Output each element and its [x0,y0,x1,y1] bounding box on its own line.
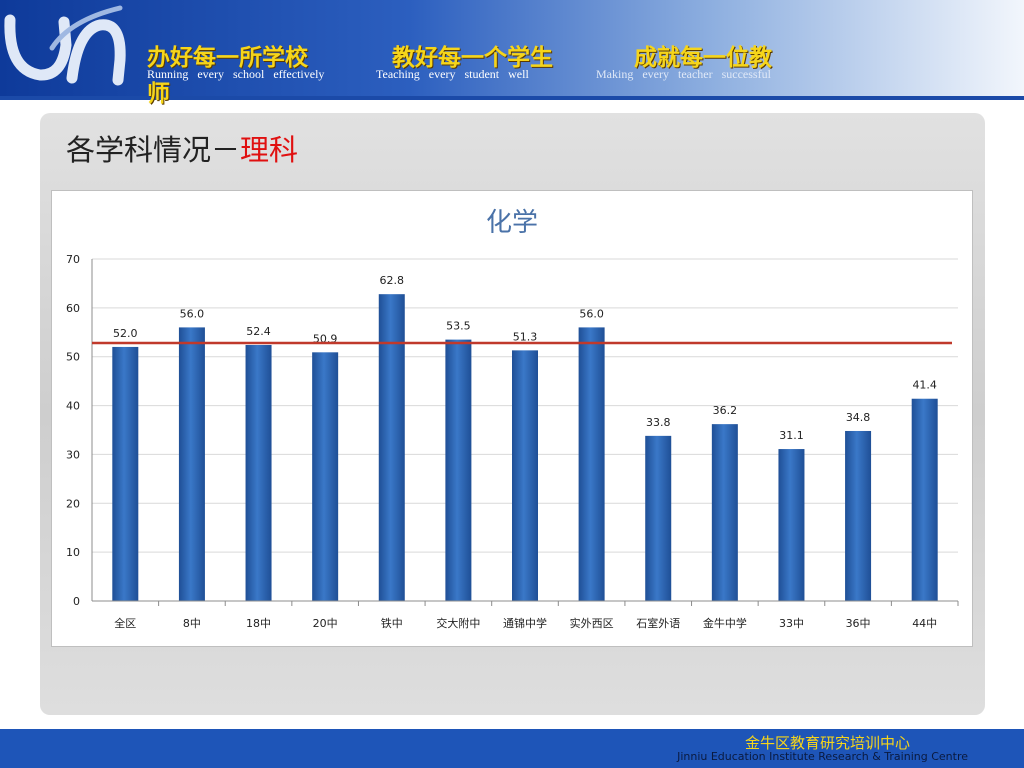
bar [512,350,538,601]
slogan-cn-1: 办好每一所学校 [147,44,308,71]
section-title-prefix: 各学科情况－ [66,133,241,167]
y-tick-label: 50 [66,351,80,364]
bar [778,449,805,601]
bar-chart: 化学 52.056.052.450.962.853.551.356.033.83… [66,208,959,630]
chart-title: 化学 [486,208,538,238]
bar [445,339,472,601]
x-tick-label: 金牛中学 [703,616,747,630]
x-tick-label: 33中 [779,617,804,630]
data-label: 53.5 [446,320,471,333]
y-tick-label: 60 [66,302,80,315]
bar [312,352,339,601]
footer-org-cn: 金牛区教育研究培训中心 [744,734,910,752]
chart-container: 化学 52.0 56.0 52.4 50.9 62.8 53.5 51.3 56.0 33.8 3… [51,190,973,647]
x-tick-label: 20中 [313,617,338,630]
data-label: 51.3 [513,330,538,343]
x-tick-label: 实外西区 [570,616,614,630]
data-label: 52.4 [246,325,270,338]
logo-icon [4,5,126,86]
y-tick-label: 10 [66,546,80,559]
header-banner [0,0,1024,100]
x-axis: 全区 8中 18中 20中 铁中 交大附中 通锦中学 实外西区 石室外语 金牛中学 33中 36中 44… [92,600,959,630]
data-label: 36.2 [713,404,738,417]
data-label: 56.0 [579,307,604,320]
x-tick-label: 44中 [912,617,937,630]
y-tick-label: 40 [66,400,80,413]
y-axis: 0 10 20 30 40 50 60 70 [66,253,93,608]
data-label: 33.8 [646,416,671,429]
bar [112,346,139,601]
data-label: 56.0 [180,307,205,320]
x-tick-label: 36中 [846,617,871,630]
bar [645,435,672,601]
data-label: 62.8 [380,274,405,287]
header-rule [0,96,1024,100]
x-tick-label: 石室外语 [636,616,680,630]
bar [245,344,272,601]
footer-bar: 金牛区教育研究培训中心 Jinniu Education Institute R… [0,729,1024,768]
bar [578,327,605,601]
section-title: 各学科情况－理科 [66,127,298,169]
x-tick-label: 铁中 [381,617,403,630]
x-tick-label: 18中 [246,617,271,630]
footer-org-en: Jinniu Education Institute Research & Tr… [677,750,968,763]
bar [711,424,738,601]
bars [112,294,938,601]
slogan-cn-3: 成就每一位教 [634,44,772,71]
slogan-cn-3-wrap: 师 [147,80,170,107]
section-title-highlight: 理科 [240,133,299,167]
y-tick-label: 30 [66,448,80,461]
data-label: 31.1 [779,429,804,442]
x-tick-label: 8中 [183,617,201,630]
bar [845,430,872,601]
data-label: 41.4 [912,379,937,392]
y-tick-label: 70 [66,253,80,266]
x-tick-label: 通锦中学 [503,616,547,630]
bar [911,398,938,601]
bar [178,327,205,601]
x-tick-label: 全区 [114,616,136,630]
data-label: 34.8 [846,411,871,424]
x-tick-label: 交大附中 [436,616,480,630]
y-tick-label: 0 [73,595,80,608]
data-label: 52.0 [113,327,138,340]
slogan-en-2: Teaching every student well [376,67,529,81]
bar [378,294,405,601]
slogan-cn-2: 教好每一个学生 [392,44,553,71]
slogan-en-1: Running every school effectively [147,67,325,81]
y-tick-label: 20 [66,497,80,510]
slogan-en-3: Making every teacher successful [596,67,771,81]
